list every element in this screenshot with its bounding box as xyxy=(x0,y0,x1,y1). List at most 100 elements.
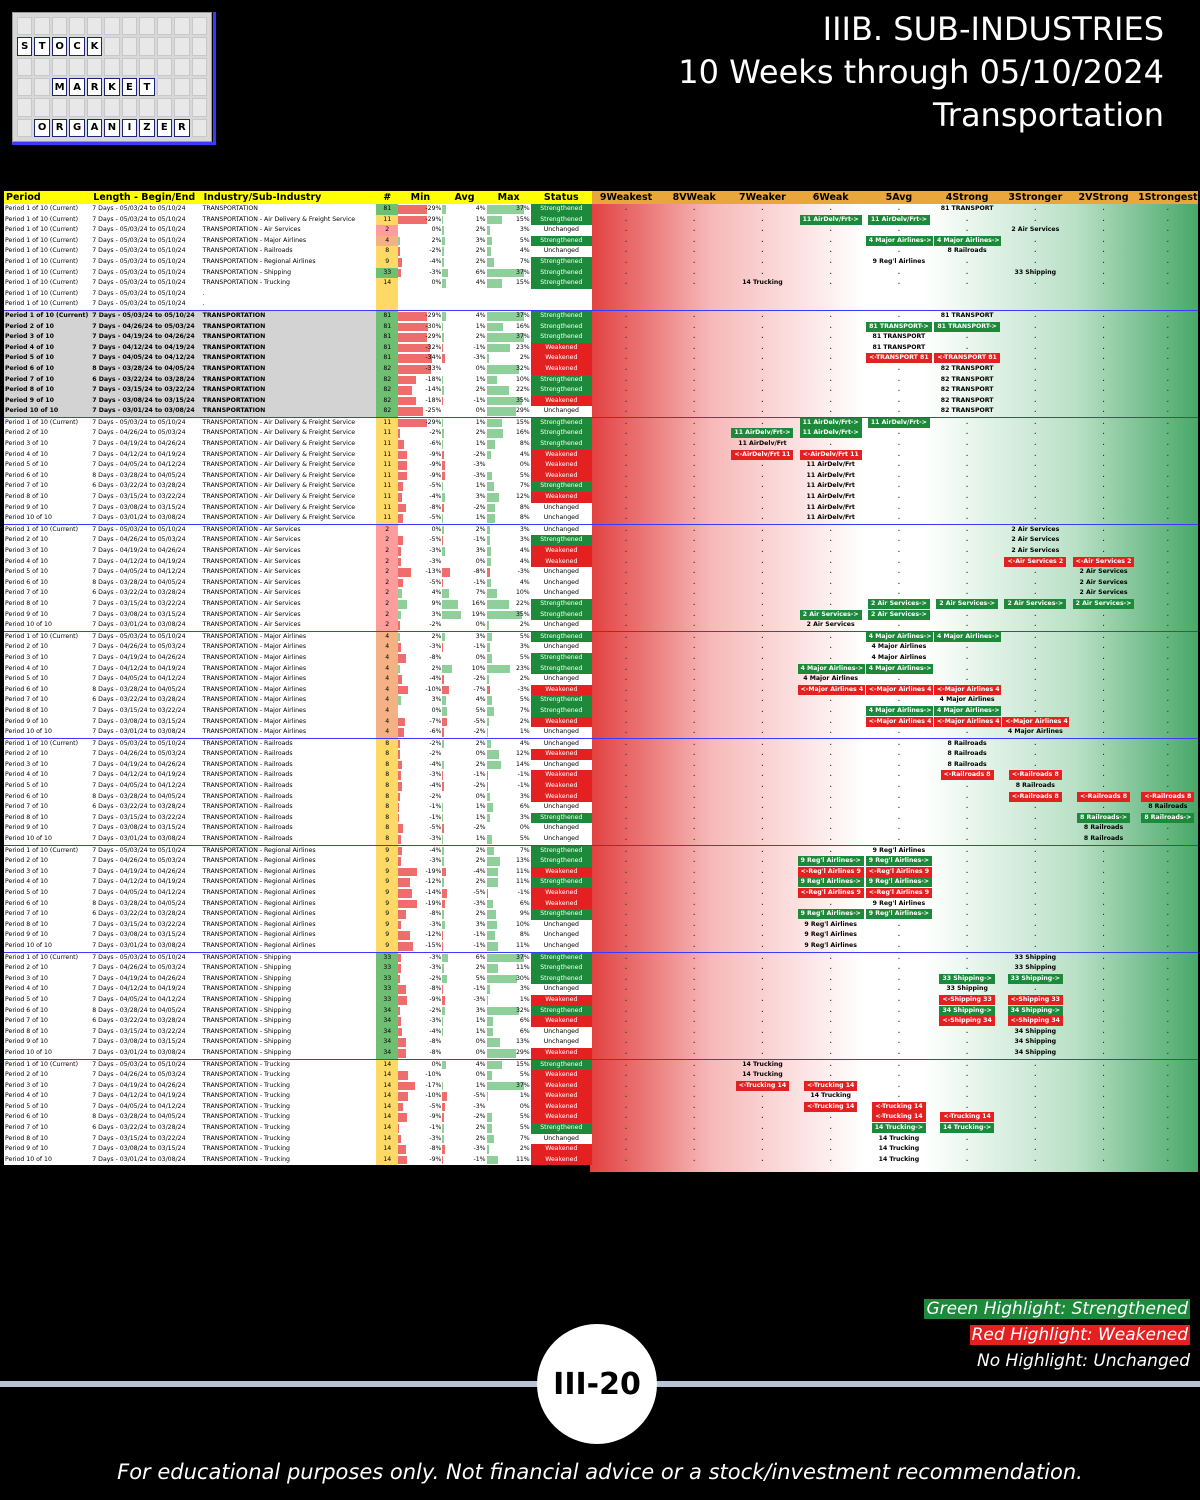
zone-dot: . xyxy=(761,578,764,586)
zone-dot: . xyxy=(624,889,628,896)
data-bar xyxy=(398,878,411,887)
zone-cell: . xyxy=(592,557,660,568)
zone-cell: <-Major Airlines 4 xyxy=(865,716,933,728)
zone-dot: . xyxy=(965,257,969,265)
data-bar xyxy=(486,247,491,256)
status-badge: Strengthened xyxy=(530,214,592,226)
data-bar xyxy=(398,1027,403,1037)
max-cell: 0% xyxy=(486,1101,531,1113)
zone-cell: . xyxy=(1001,664,1069,675)
min-cell: -32% xyxy=(398,342,443,354)
status-badge: Strengthened xyxy=(530,844,592,857)
zone-cell: 33 Shipping xyxy=(1001,268,1069,279)
min-cell: -18% xyxy=(398,374,443,386)
zone-cell: 11 AirDelv/Frt-> xyxy=(864,416,933,429)
zone-cell: . xyxy=(1069,322,1137,333)
zone-label: 8 Railroads xyxy=(1083,824,1124,832)
zone-dot: . xyxy=(965,503,969,511)
count-cell: 14 xyxy=(376,1091,399,1102)
zone-cell: . xyxy=(1069,406,1137,417)
status-badge: Weakened xyxy=(530,1154,592,1166)
zone-cell: . xyxy=(865,749,933,760)
max-cell: 2% xyxy=(486,620,531,632)
zone-dot: . xyxy=(693,985,696,993)
zone-cell: . xyxy=(864,951,933,964)
zone-cell: . xyxy=(592,706,660,717)
zone-dot: . xyxy=(1166,632,1169,640)
count-cell: 9 xyxy=(376,919,399,931)
zone-dot: . xyxy=(761,1134,764,1142)
length-cell: 7 Days - 03/01/24 to 03/08/24 xyxy=(91,1047,202,1059)
min-cell: 2% xyxy=(398,663,443,675)
count-cell: 2 xyxy=(376,546,399,557)
zone-cell xyxy=(933,299,1001,310)
zone-dot: . xyxy=(1166,525,1169,533)
zone-cell: . xyxy=(592,278,660,289)
zone-cell: . xyxy=(1001,257,1069,268)
status-badge: Strengthened xyxy=(530,278,592,289)
zone-cell: . xyxy=(592,1112,660,1123)
zone-dot: . xyxy=(829,1038,832,1046)
zone-dot: . xyxy=(1102,226,1105,234)
zone-dot: . xyxy=(1166,236,1169,244)
data-bar xyxy=(398,1102,404,1112)
zone-label: 2 Air Services xyxy=(1011,536,1060,544)
length-cell: 7 Days - 04/12/24 to 04/19/24 xyxy=(91,984,202,995)
zone-cell: . xyxy=(1069,695,1137,706)
zone-cell: . xyxy=(660,268,728,279)
title-line-3: Transportation xyxy=(932,96,1164,134)
status-badge: Strengthened xyxy=(530,374,592,386)
zone-dot: . xyxy=(624,664,628,672)
data-bar xyxy=(398,375,417,385)
zone-cell: . xyxy=(728,781,796,792)
zone-label: 34 Shipping-> xyxy=(939,1005,995,1016)
zone-dot: . xyxy=(1034,653,1037,661)
zone-cell: . xyxy=(1069,630,1138,643)
data-bar xyxy=(398,1071,409,1080)
data-bar xyxy=(398,771,402,781)
period-cell: Period 1 of 10 (Current) xyxy=(4,416,92,429)
zone-cell: . xyxy=(591,1058,661,1071)
logo-tile xyxy=(17,17,33,36)
zone-dot: . xyxy=(624,771,628,779)
zone-dot: . xyxy=(965,1071,969,1079)
min-cell: -3% xyxy=(398,546,443,557)
zone-cell: . xyxy=(728,630,797,643)
data-bar xyxy=(442,418,444,428)
zone-cell: . xyxy=(1069,717,1137,728)
zone-cell: . xyxy=(728,204,796,215)
zone-cell: . xyxy=(660,951,729,964)
zone-cell: . xyxy=(1001,471,1069,482)
zone-cell: . xyxy=(1069,888,1137,899)
logo-tile xyxy=(174,78,190,97)
data-bar xyxy=(486,429,503,439)
zone-dot: . xyxy=(761,857,764,865)
zone-cell: . xyxy=(660,1134,728,1145)
zone-dot: . xyxy=(693,1124,696,1132)
logo-tile xyxy=(69,98,85,117)
zone-dot: . xyxy=(965,931,969,939)
zone-dot: . xyxy=(693,717,696,725)
zone-cell: . xyxy=(796,523,865,536)
zone-cell: . xyxy=(1001,246,1069,257)
zone-cell: . xyxy=(728,557,796,568)
zone-cell: . xyxy=(1138,867,1198,878)
zone-dot: . xyxy=(1034,322,1037,330)
data-bar xyxy=(398,503,407,513)
page-title: IIIB. SUB-INDUSTRIES 10 Weeks through 05… xyxy=(678,8,1164,137)
zone-dot: . xyxy=(1166,974,1169,982)
zone-cell: . xyxy=(660,513,728,524)
zone-label: 11 AirDelv/Frt-> xyxy=(799,418,862,428)
avg-cell: 2% xyxy=(442,1123,487,1134)
zone-cell: . xyxy=(1138,770,1198,781)
zone-dot: . xyxy=(1034,846,1037,854)
zone-cell: . xyxy=(1001,364,1069,375)
status-badge: Unchanged xyxy=(530,1037,592,1048)
status-badge: Unchanged xyxy=(530,823,592,835)
zone-dot: . xyxy=(1102,482,1105,490)
zone-dot: . xyxy=(829,236,832,244)
count-cell: 2 xyxy=(376,588,399,599)
data-bar xyxy=(398,1017,402,1026)
zone-cell: . xyxy=(1138,664,1198,675)
zone-cell: . xyxy=(796,951,865,964)
